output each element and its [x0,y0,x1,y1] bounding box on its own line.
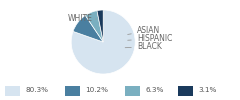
Text: HISPANIC: HISPANIC [128,34,172,43]
Text: 3.1%: 3.1% [198,87,216,93]
Text: WHITE: WHITE [68,14,96,24]
Text: ASIAN: ASIAN [128,26,160,35]
Bar [125,86,140,96]
Text: 10.2%: 10.2% [85,87,108,93]
Bar [65,86,80,96]
Bar [5,86,20,96]
Text: 6.3%: 6.3% [145,87,164,93]
Text: 80.3%: 80.3% [25,87,48,93]
Wedge shape [85,11,103,42]
Wedge shape [71,10,135,74]
Wedge shape [73,15,103,42]
Bar [178,86,193,96]
Wedge shape [97,10,103,42]
Text: BLACK: BLACK [125,42,162,51]
